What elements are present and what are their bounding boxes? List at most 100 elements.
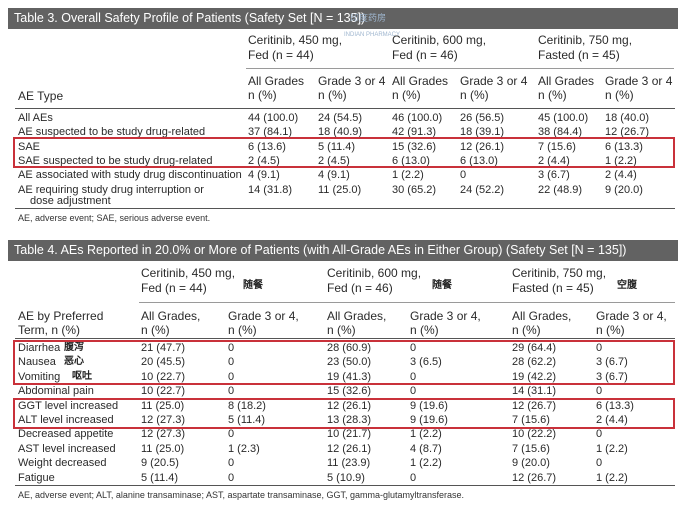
row-label: Weight decreased [18, 457, 107, 470]
table-cell: 2 (4.4) [605, 169, 637, 182]
table-row: Decreased appetite 12 (27.3) 0 10 (21.7) 1 (… [0, 427, 699, 441]
t4-note-450: 随餐 [243, 280, 263, 291]
table-cell: 12 (26.7) [512, 471, 557, 484]
t4-sub-g3-450: Grade 3 or 4, n (%) [228, 309, 299, 337]
table-cell: 0 [228, 471, 235, 484]
table-cell: 24 (54.5) [318, 112, 363, 124]
table-cell: 0 [596, 385, 603, 398]
table-row: SAE suspected to be study drug-related 2 … [0, 154, 699, 168]
row-label: All AEs [18, 112, 53, 124]
t4-group-750-line2: Fasted (n = 45) [512, 281, 594, 295]
t3-bottom-rule [15, 208, 675, 209]
table-cell: 0 [596, 342, 603, 354]
row-label: SAE [18, 140, 41, 153]
table-cell: 0 [596, 428, 603, 441]
table-cell: 42 (91.3) [392, 126, 437, 139]
t4-note-600: 随餐 [432, 280, 452, 291]
table-cell: 7 (15.6) [512, 414, 550, 426]
table-cell: 1 (2.2) [596, 442, 628, 455]
table-cell: 15 (32.6) [327, 385, 372, 398]
row-note: 呕吐 [72, 370, 92, 382]
table-cell: 7 (15.6) [538, 140, 576, 153]
table-cell: 19 (42.2) [512, 370, 557, 383]
row-label: Nausea [18, 356, 56, 369]
table-cell: 22 (48.9) [538, 183, 583, 196]
row-label: Fatigue [18, 471, 55, 484]
t4-group-450-line1: Ceritinib, 450 mg, [141, 266, 236, 280]
table-cell: 19 (41.3) [327, 370, 372, 383]
table-cell: 10 (22.7) [141, 370, 186, 383]
row-label: AE suspected to be study drug-related [18, 126, 206, 139]
t4-group-600-line1: Ceritinib, 600 mg, [327, 266, 422, 280]
table-cell: 3 (6.7) [596, 356, 628, 369]
row-label: ALT level increased [18, 414, 114, 426]
table-cell: 13 (28.3) [327, 414, 372, 426]
table-cell: 3 (6.7) [538, 169, 570, 182]
table-cell: 3 (6.5) [410, 356, 442, 369]
table-cell: 2 (4.4) [538, 154, 570, 167]
row-label: Diarrhea [18, 342, 61, 354]
table-cell: 12 (26.7) [512, 399, 557, 412]
t4-header-rule [15, 338, 675, 339]
table-cell: 4 (9.1) [318, 169, 350, 182]
table-cell: 38 (84.4) [538, 126, 583, 139]
table-cell: 28 (62.2) [512, 356, 557, 369]
t3-header-rule [15, 108, 675, 109]
table-row: AE associated with study drug discontinu… [0, 168, 699, 182]
table-cell: 29 (64.4) [512, 342, 557, 354]
t4-footnote: AE, adverse event; ALT, alanine transami… [18, 490, 465, 500]
t3-group-450-line1: Ceritinib, 450 mg, [248, 33, 343, 47]
table-cell: 0 [228, 457, 235, 470]
table-cell: 0 [228, 385, 235, 398]
table-cell: 7 (15.6) [512, 442, 550, 455]
t3-sub-all-750: All Grades n (%) [538, 74, 595, 102]
table-cell: 0 [410, 370, 417, 383]
table-cell: 9 (20.0) [512, 457, 550, 470]
table-row: All AEs 44 (100.0) 24 (54.5) 46 (100.0) 26 (… [0, 111, 699, 125]
t4-highlight-liver [13, 398, 675, 429]
table-row: AE requiring study drug interruption or 1… [0, 183, 699, 197]
watermark-en: INDIAN PHARMACY [344, 32, 401, 38]
table-cell: 0 [410, 385, 417, 398]
t4-sub-all-450: All Grades, n (%) [141, 309, 201, 337]
table-cell: 1 (2.2) [410, 457, 442, 470]
t3-highlight-sae [13, 137, 675, 168]
table-row: SAE 6 (13.6) 5 (11.4) 15 (32.6) 12 (26.1) 7 (… [0, 140, 699, 154]
table-cell: 9 (20.0) [605, 183, 643, 196]
table-cell: 12 (26.1) [460, 140, 505, 153]
table-cell: 5 (11.4) [141, 471, 179, 484]
table-cell: 4 (9.1) [248, 169, 280, 182]
table-cell: 10 (22.2) [512, 428, 557, 441]
table-cell: 0 [460, 169, 467, 182]
table-cell: 1 (2.2) [392, 169, 424, 182]
t3-group-600-line2: Fed (n = 46) [392, 48, 458, 62]
table-cell: 3 (6.7) [596, 370, 628, 383]
table-cell: 11 (25.0) [141, 442, 185, 455]
table-cell: 46 (100.0) [392, 112, 443, 124]
table-cell: 6 (13.3) [605, 140, 643, 153]
table-cell: 6 (13.3) [596, 399, 634, 412]
table-cell: 2 (4.5) [318, 154, 350, 167]
table-cell: 9 (19.6) [410, 399, 448, 412]
table-cell: 0 [410, 342, 417, 354]
t4-row-header: AE by Preferred Term, n (%) [18, 309, 104, 337]
table3-title: Table 3. Overall Safety Profile of Patie… [8, 8, 678, 29]
row-note: 恶心 [64, 356, 84, 368]
table-cell: 0 [228, 342, 235, 354]
row-label: AST level increased [18, 442, 116, 455]
table-row: Diarrhea 腹泻 21 (47.7) 0 28 (60.9) 0 29 (64.4) 0 [0, 341, 699, 355]
table-cell: 18 (40.9) [318, 126, 363, 139]
row-label: Vomiting [18, 370, 61, 383]
t3-footnote: AE, adverse event; SAE, serious adverse … [18, 213, 211, 223]
t4-group-450-line2: Fed (n = 44) [141, 281, 207, 295]
t4-group-600-line2: Fed (n = 46) [327, 281, 393, 295]
table-row: AE suspected to be study drug-related 37 … [0, 125, 699, 139]
table-row: GGT level increased 11 (25.0) 8 (18.2) 12 (… [0, 399, 699, 413]
table-row: Abdominal pain 10 (22.7) 0 15 (32.6) 0 14 (31… [0, 384, 699, 398]
row-label: Abdominal pain [18, 385, 94, 398]
table-cell: 12 (27.3) [141, 414, 186, 426]
table-cell: 1 (2.2) [605, 154, 637, 167]
table-cell: 6 (13.0) [460, 154, 498, 167]
